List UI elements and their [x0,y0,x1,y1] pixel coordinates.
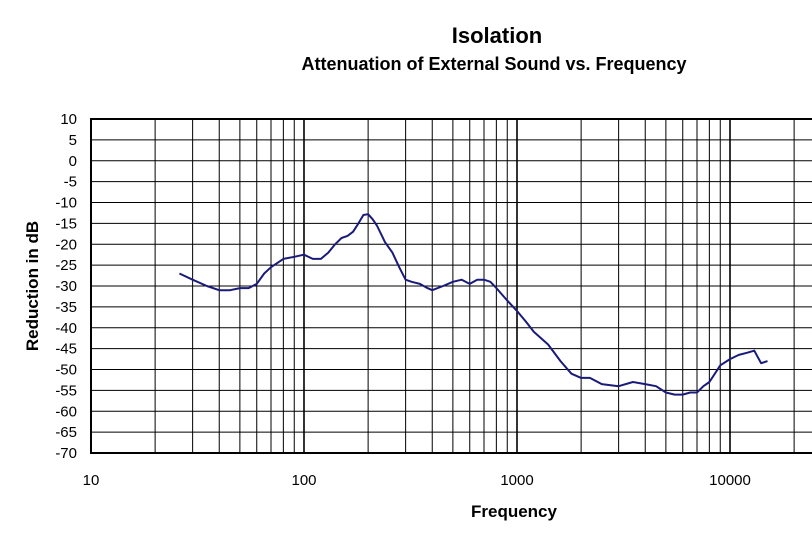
x-axis-label: Frequency [471,502,558,521]
chart-subtitle: Attenuation of External Sound vs. Freque… [301,54,686,74]
y-tick-label: -45 [55,341,77,358]
y-tick-label: -25 [55,257,77,274]
y-tick-label: -60 [55,403,77,420]
y-tick-label: -40 [55,320,77,337]
chart-title: Isolation [452,23,542,48]
y-tick-label: 0 [69,153,77,170]
y-tick-label: -55 [55,382,77,399]
y-tick-label: -50 [55,362,77,379]
x-tick-label: 100 [291,472,316,489]
plot-area [90,118,812,454]
series-line [178,213,768,396]
x-tick-label: 10 [83,472,100,489]
y-tick-label: -15 [55,215,77,232]
y-tick-label: -5 [64,174,77,191]
y-tick-label: -20 [55,236,77,253]
x-tick-label: 1000 [500,472,533,489]
grid-lines [91,118,812,454]
y-tick-label: -35 [55,299,77,316]
y-tick-label: -70 [55,445,77,462]
y-tick-label: 5 [69,132,77,149]
x-tick-label: 10000 [709,472,751,489]
x-axis-tick-labels: 10 100 1000 10000 [83,472,751,489]
y-tick-label: -30 [55,278,77,295]
y-tick-label: -65 [55,424,77,441]
y-tick-label: 10 [60,111,77,128]
y-tick-label: -10 [55,195,77,212]
y-axis-label: Reduction in dB [23,221,42,351]
y-axis-tick-labels: 10 5 0 -5 -10 -15 -20 -25 -30 -35 -40 -45 -50 -55 -60 -… [55,111,77,462]
